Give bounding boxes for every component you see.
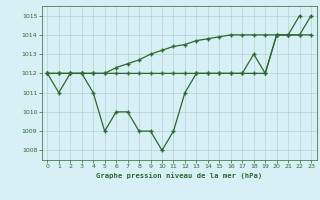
X-axis label: Graphe pression niveau de la mer (hPa): Graphe pression niveau de la mer (hPa) <box>96 172 262 179</box>
